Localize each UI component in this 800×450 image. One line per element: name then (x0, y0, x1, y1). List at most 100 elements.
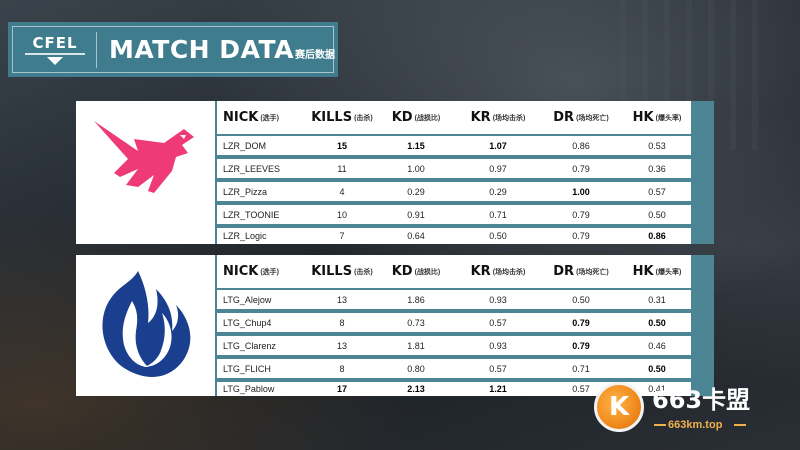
cell-kd: 0.80 (407, 363, 425, 374)
table-row: LTG_Alejow 13 1.86 0.93 0.50 0.31 (217, 290, 691, 311)
cell-kr: 0.93 (489, 294, 507, 305)
cell-nick: LTG_Clarenz (223, 340, 276, 351)
watermark-url: 663km.top (668, 419, 723, 431)
cell-nick: LZR_Logic (223, 231, 267, 241)
cfel-logo-emblem (47, 57, 63, 65)
cell-dr: 0.50 (572, 294, 590, 305)
cell-nick: LTG_Alejow (223, 294, 272, 305)
header-dr: DR (场均死亡) (553, 264, 609, 279)
table-row: LZR_Pizza 4 0.29 0.29 1.00 0.57 (217, 182, 691, 203)
cell-kills: 4 (339, 186, 345, 197)
header-kd: KD (战损比) (391, 110, 441, 125)
cell-kills: 13 (336, 340, 347, 351)
banner-divider (96, 32, 97, 68)
cell-kr: 0.71 (489, 209, 507, 220)
cell-kd: 1.86 (407, 294, 425, 305)
cell-hk: 0.50 (648, 317, 666, 328)
cell-kr: 0.57 (489, 317, 507, 328)
header-banner: CFEL MATCH DATA 赛后数据 (8, 22, 338, 77)
cell-dr: 0.71 (572, 363, 590, 374)
cfel-logo-line (25, 53, 85, 55)
cell-kr: 0.29 (489, 186, 507, 197)
table-row: LZR_DOM 15 1.15 1.07 0.86 0.53 (217, 136, 691, 157)
page-title: MATCH DATA (109, 35, 294, 64)
banner-frame (12, 26, 334, 73)
table-row: LTG_FLICH 8 0.80 0.57 0.71 0.50 (217, 359, 691, 380)
cfel-logo: CFEL (22, 32, 88, 68)
cell-kd: 0.91 (407, 209, 425, 220)
cfel-logo-text: CFEL (32, 34, 78, 52)
table-header-row: NICK (选手) KILLS (击杀) KD (战损比) KR (场均击杀) DR (场… (217, 101, 691, 136)
cell-hk: 0.50 (648, 363, 666, 374)
cell-hk: 0.57 (648, 186, 666, 197)
page-subtitle: 赛后数据 (295, 50, 335, 61)
cell-kills: 10 (336, 209, 347, 220)
cell-nick: LZR_TOONIE (223, 209, 280, 220)
cell-hk: 0.36 (648, 163, 666, 174)
cell-dr: 0.57 (572, 384, 590, 394)
team-logo-box (76, 255, 215, 396)
table-row: LZR_TOONIE 10 0.91 0.71 0.79 0.50 (217, 205, 691, 226)
cell-dr: 0.79 (572, 163, 590, 174)
cell-kd: 0.64 (407, 231, 425, 241)
team-panel-liquid: NICK (选手) KILLS (击杀) KD (战损比) KR (场均击杀) DR (场… (76, 255, 714, 396)
table-row: LTG_Pablow 17 2.13 1.21 0.57 0.41 (217, 382, 691, 396)
header-hk: HK (爆头率) (632, 264, 682, 279)
table-row: LZR_LEEVES 11 1.00 0.97 0.79 0.36 (217, 159, 691, 180)
team-logo-box (76, 101, 215, 244)
cell-kr: 1.21 (489, 384, 507, 394)
cell-nick: LTG_Pablow (223, 384, 275, 394)
cell-kills: 8 (339, 317, 345, 328)
cell-kr: 0.97 (489, 163, 507, 174)
cell-hk: 0.50 (648, 209, 666, 220)
cell-nick: LTG_FLICH (223, 363, 271, 374)
table-row: LZR_Logic 7 0.64 0.50 0.79 0.86 (217, 228, 691, 244)
header-nick: NICK (选手) (223, 110, 280, 125)
watermark-dash-right (734, 424, 746, 426)
cell-nick: LZR_DOM (223, 140, 267, 151)
watermark-title: 663卡盟 (652, 386, 751, 414)
header-hk: HK (爆头率) (632, 110, 682, 125)
cell-dr: 0.79 (572, 317, 590, 328)
header-dr: DR (场均死亡) (553, 110, 609, 125)
stats-table-frame: NICK (选手) KILLS (击杀) KD (战损比) KR (场均击杀) DR (场… (215, 101, 714, 244)
cell-kills: 7 (339, 231, 345, 241)
header-kr: KR (场均击杀) (470, 110, 526, 125)
cell-kills: 8 (339, 363, 345, 374)
cell-kd: 0.29 (407, 186, 425, 197)
cell-hk: 0.31 (648, 294, 666, 305)
header-kd: KD (战损比) (391, 264, 441, 279)
cell-kills: 15 (336, 140, 347, 151)
header-kills: KILLS (击杀) (311, 264, 373, 279)
liquid-flame-logo-icon (102, 271, 191, 377)
cell-dr: 0.86 (572, 140, 590, 151)
cell-kills: 13 (336, 294, 347, 305)
header-kr: KR (场均击杀) (470, 264, 526, 279)
cell-nick: LZR_Pizza (223, 186, 268, 197)
cell-kd: 1.00 (407, 163, 425, 174)
cell-dr: 1.00 (572, 186, 590, 197)
team-panel-lazarus: NICK (选手) KILLS (击杀) KD (战损比) KR (场均击杀) DR (场… (76, 101, 714, 244)
watermark-logo-icon: K (594, 382, 644, 432)
watermark-dash-left (654, 424, 666, 426)
table-header-row: NICK (选手) KILLS (击杀) KD (战损比) KR (场均击杀) DR (场… (217, 255, 691, 290)
cell-hk: 0.86 (648, 231, 666, 241)
table-row: LTG_Chup4 8 0.73 0.57 0.79 0.50 (217, 313, 691, 334)
cell-kills: 17 (336, 384, 347, 394)
cell-dr: 0.79 (572, 340, 590, 351)
cell-nick: LZR_LEEVES (223, 163, 281, 174)
cell-nick: LTG_Chup4 (223, 317, 272, 328)
cell-kr: 0.57 (489, 363, 507, 374)
cell-kr: 0.93 (489, 340, 507, 351)
stats-table-frame: NICK (选手) KILLS (击杀) KD (战损比) KR (场均击杀) DR (场… (215, 255, 714, 396)
cell-dr: 0.79 (572, 209, 590, 220)
cell-kd: 2.13 (407, 384, 425, 394)
header-kills: KILLS (击杀) (311, 110, 373, 125)
header-nick: NICK (选手) (223, 264, 280, 279)
cell-kr: 0.50 (489, 231, 507, 241)
cell-kills: 11 (337, 163, 347, 174)
cell-kd: 0.73 (407, 317, 425, 328)
lazarus-bird-logo-icon (94, 121, 194, 193)
cell-kd: 1.81 (407, 340, 425, 351)
cell-kd: 1.15 (407, 140, 425, 151)
